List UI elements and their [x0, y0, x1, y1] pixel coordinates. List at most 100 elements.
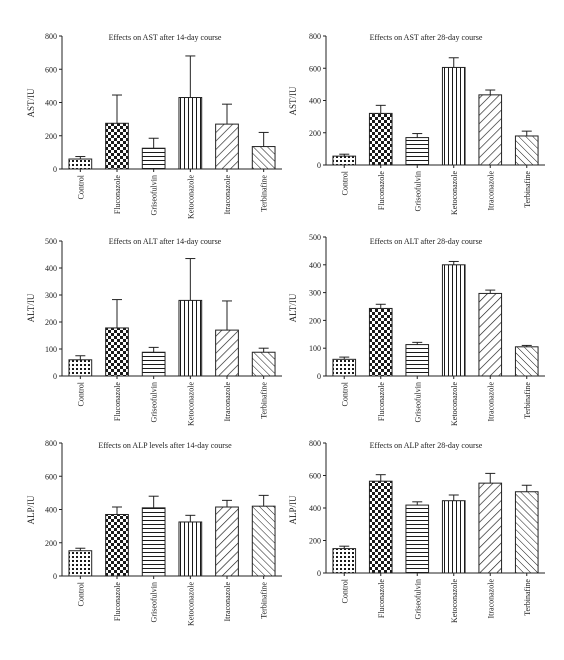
y-tick-label: 200 — [45, 132, 57, 141]
bar-fluconazole — [368, 112, 393, 166]
bar-griseofulvin — [405, 504, 430, 574]
y-tick-label: 0 — [53, 165, 57, 174]
x-tick-label: Terbinafine — [523, 382, 532, 419]
y-tick-label: 500 — [45, 237, 57, 246]
bar-control — [332, 155, 357, 166]
bar-control — [68, 158, 93, 170]
bar-ketoconazole — [178, 97, 203, 170]
bar-griseofulvin — [141, 147, 166, 170]
chart-title: Effects on AST after 28-day course — [370, 33, 483, 42]
bar-terbinafine — [251, 505, 276, 577]
y-tick-label: 800 — [309, 32, 321, 41]
bar-ketoconazole — [178, 521, 203, 577]
y-axis-label: AST/IU — [26, 88, 36, 118]
chart-title: Effects on ALP after 28-day course — [370, 441, 483, 450]
y-tick-label: 400 — [45, 264, 57, 273]
bar-ketoconazole — [441, 66, 466, 166]
chart-panel-alt-14-day: Effects on ALT after 14-day course ALT/I… — [26, 237, 282, 426]
y-tick-label: 100 — [309, 344, 321, 353]
y-tick-label: 200 — [309, 129, 321, 138]
y-tick-label: 800 — [45, 32, 57, 41]
bar-control — [68, 359, 93, 377]
y-tick-label: 800 — [45, 439, 57, 448]
chart-panel-ast-28-day: Effects on AST after 28-day course AST/I… — [288, 32, 545, 215]
x-tick-label: Itraconazole — [223, 175, 232, 215]
bar-griseofulvin — [141, 507, 166, 577]
chart-title: Effects on ALP levels after 14-day cours… — [98, 441, 232, 450]
y-tick-label: 200 — [45, 539, 57, 548]
chart-title: Effects on ALT after 28-day course — [370, 237, 483, 246]
x-tick-label: Ketoconazole — [450, 579, 459, 623]
x-tick-label: Fluconazole — [113, 382, 122, 422]
x-tick-label: Fluconazole — [377, 579, 386, 619]
bar-itraconazole — [478, 482, 503, 574]
bar-terbinafine — [251, 351, 276, 377]
x-tick-label: Control — [76, 174, 85, 199]
x-tick-label: Control — [340, 381, 349, 406]
x-tick-label: Fluconazole — [377, 382, 386, 422]
y-tick-label: 400 — [309, 261, 321, 270]
x-tick-label: Ketoconazole — [450, 171, 459, 215]
y-tick-label: 300 — [45, 291, 57, 300]
bar-itraconazole — [478, 292, 503, 377]
x-tick-label: Terbinafine — [260, 582, 269, 619]
x-tick-label: Terbinafine — [523, 579, 532, 616]
x-tick-label: Control — [340, 578, 349, 603]
y-tick-label: 0 — [53, 572, 57, 581]
y-tick-label: 200 — [309, 537, 321, 546]
bar-control — [332, 358, 357, 377]
x-tick-label: Itraconazole — [486, 579, 495, 619]
chart-title: Effects on ALT after 14-day course — [109, 237, 222, 246]
bar-fluconazole — [105, 513, 129, 577]
y-tick-label: 400 — [45, 99, 57, 108]
bar-griseofulvin — [405, 137, 430, 166]
y-tick-label: 100 — [45, 345, 57, 354]
y-tick-label: 200 — [309, 316, 321, 325]
x-tick-label: Ketoconazole — [186, 382, 195, 426]
x-tick-label: Terbinafine — [260, 382, 269, 419]
bar-terbinafine — [514, 135, 539, 166]
bar-ketoconazole — [178, 299, 203, 377]
bar-griseofulvin — [141, 351, 166, 377]
y-tick-label: 500 — [309, 233, 321, 242]
x-tick-label: Fluconazole — [377, 171, 386, 211]
chart-panel-alp-14-day: Effects on ALP levels after 14-day cours… — [26, 439, 282, 626]
y-tick-label: 200 — [45, 318, 57, 327]
bar-terbinafine — [251, 146, 276, 170]
bar-terbinafine — [514, 346, 539, 377]
chart-panel-alp-28-day: Effects on ALP after 28-day course ALP/I… — [288, 439, 545, 623]
chart-title: Effects on AST after 14-day course — [109, 33, 222, 42]
y-tick-label: 400 — [45, 506, 57, 515]
x-tick-label: Control — [76, 381, 85, 406]
x-tick-label: Itraconazole — [223, 582, 232, 622]
x-tick-label: Griseofulvin — [150, 175, 159, 215]
bar-fluconazole — [368, 307, 393, 377]
x-tick-label: Griseofulvin — [413, 171, 422, 211]
y-axis-label: ALP/IU — [288, 495, 298, 525]
y-tick-label: 400 — [309, 504, 321, 513]
bar-itraconazole — [215, 506, 239, 577]
x-tick-label: Griseofulvin — [150, 582, 159, 622]
chart-panel-alt-28-day: Effects on ALT after 28-day course ALT/I… — [288, 233, 545, 426]
y-tick-label: 0 — [317, 372, 321, 381]
y-tick-label: 600 — [309, 64, 321, 73]
bar-ketoconazole — [441, 500, 466, 574]
y-tick-label: 600 — [45, 65, 57, 74]
x-tick-label: Griseofulvin — [413, 579, 422, 619]
x-tick-label: Griseofulvin — [150, 382, 159, 422]
y-tick-label: 600 — [309, 472, 321, 481]
y-axis-label: ALT/IU — [288, 293, 298, 322]
bar-fluconazole — [105, 122, 129, 170]
bar-terbinafine — [514, 491, 539, 574]
x-tick-label: Itraconazole — [486, 171, 495, 211]
x-tick-label: Griseofulvin — [413, 382, 422, 422]
x-tick-label: Fluconazole — [113, 175, 122, 215]
bar-fluconazole — [368, 480, 393, 574]
x-tick-label: Terbinafine — [523, 171, 532, 208]
x-tick-label: Itraconazole — [223, 382, 232, 422]
bar-itraconazole — [478, 94, 503, 166]
y-axis-label: AST/IU — [288, 86, 298, 116]
y-tick-label: 0 — [317, 161, 321, 170]
x-tick-label: Control — [76, 581, 85, 606]
